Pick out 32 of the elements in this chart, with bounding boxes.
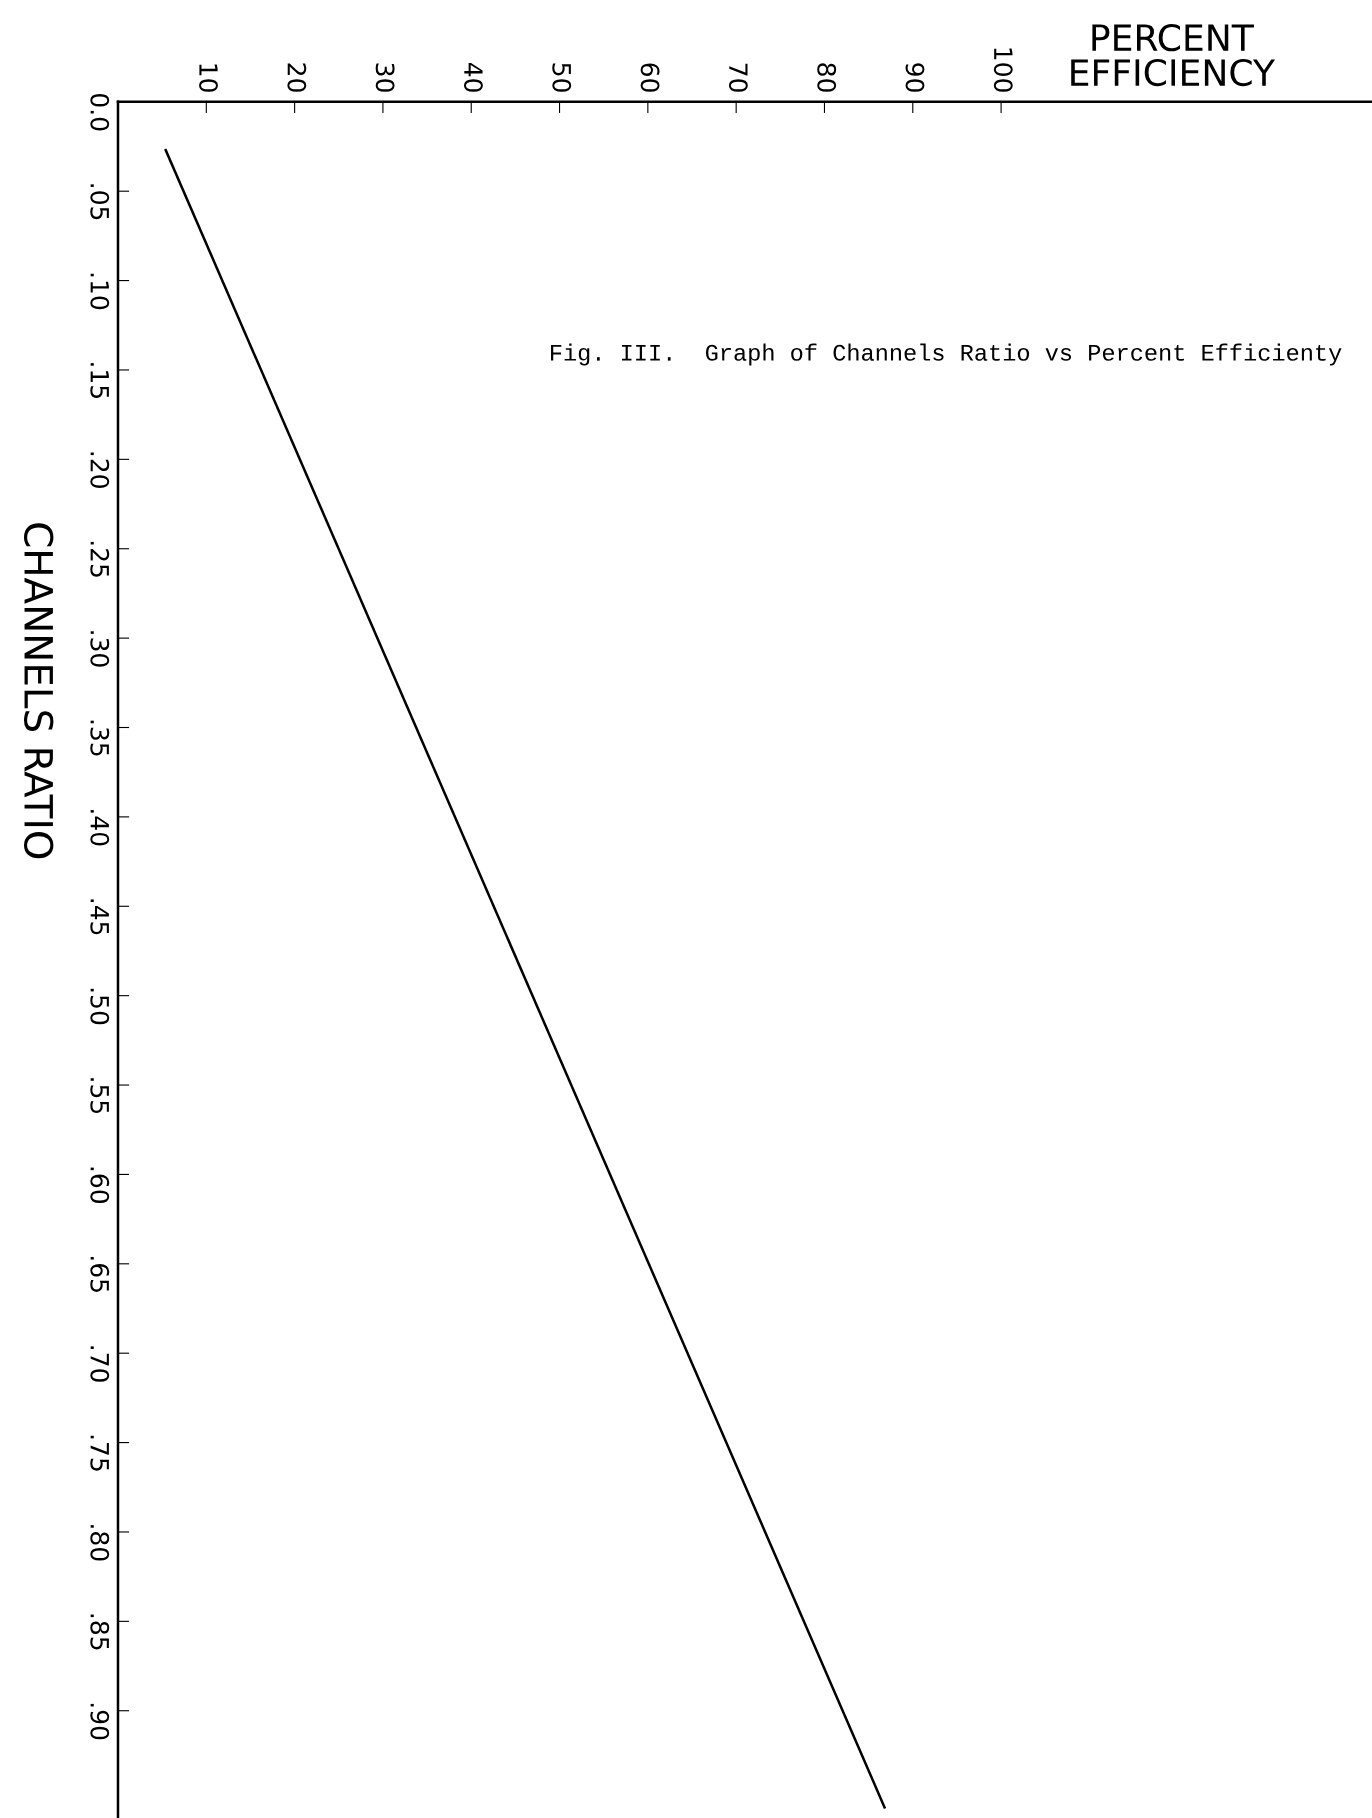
y-tick-label: .35 [90,720,110,756]
y-tick-label: .70 [90,1346,110,1382]
y-tick-label: .55 [90,1078,109,1114]
y-axis-title: CHANNELS RATIO [24,523,54,859]
x-tick-label: 80 [817,63,837,92]
x-tick-label: 100 [993,48,1013,92]
x-tick-label: 30 [375,63,395,92]
y-tick-label: .85 [90,1614,110,1650]
x-tick-label: 40 [463,62,483,92]
x-tick-label: 90 [905,63,925,92]
x-tick-label: 50 [552,63,572,92]
x-tick-label: 60 [640,63,660,92]
y-tick-label: .50 [90,988,110,1025]
x-tick-label: 20 [287,63,307,92]
y-tick-label: .90 [90,1703,110,1740]
y-tick-label: .05 [90,184,110,220]
y-tick-label: 0.0 [90,93,110,131]
y-tick-label: .15 [90,363,109,399]
y-tick-label: .40 [90,810,110,846]
annotation: Fig. III. Graph of Channels Ratio vs Percent Efficienty [551,343,1342,366]
y-tick-label: .30 [90,631,110,667]
x-tick-label: 10 [199,64,218,92]
y-tick-label: .65 [90,1256,110,1292]
y-tick-label: .25 [90,541,110,577]
y-tick-label: .60 [90,1167,110,1204]
y-tick-label: .20 [90,452,110,488]
y-tick-label: .80 [90,1525,110,1561]
x-axis-title: PERCENT EFFICIENCY [1071,23,1276,87]
y-tick-label: .10 [90,273,110,310]
y-tick-label: .75 [90,1435,109,1471]
y-tick-label: .45 [90,899,109,935]
x-tick-label: 70 [728,63,748,92]
